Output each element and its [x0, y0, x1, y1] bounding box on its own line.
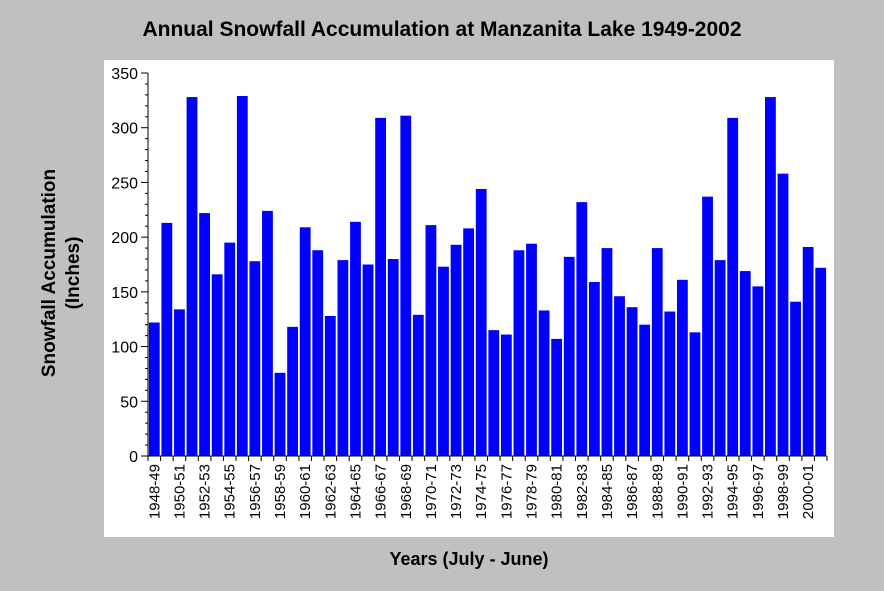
bar [312, 250, 324, 456]
bar [287, 326, 298, 456]
bar [350, 221, 361, 456]
x-tick-label: 1954-55 [222, 464, 239, 519]
bar [714, 260, 726, 456]
y-axis-label-line-2: (Inches) [63, 236, 84, 310]
bar [174, 309, 185, 456]
x-tick-label: 1950-51 [171, 464, 188, 519]
x-tick-label: 1956-57 [247, 464, 264, 519]
y-tick-label: 0 [129, 449, 138, 466]
bar [463, 228, 475, 456]
bar [815, 267, 827, 456]
x-tick-label: 1974-75 [473, 464, 490, 519]
x-tick-label: 1970-71 [423, 464, 440, 519]
bar [727, 117, 739, 457]
bar [576, 202, 588, 456]
x-tick-label: 1960-61 [297, 464, 314, 519]
x-tick-label: 1982-83 [574, 464, 591, 519]
x-tick-label: 1958-59 [272, 464, 289, 519]
y-tick-label: 100 [111, 340, 138, 357]
y-tick-label: 150 [111, 285, 138, 302]
x-tick-label: 1962-63 [322, 464, 339, 519]
y-tick-label: 300 [111, 121, 138, 138]
x-tick-label: 1998-99 [775, 464, 792, 519]
bar [412, 314, 424, 456]
bar [425, 225, 437, 456]
x-tick-label: 1968-69 [398, 464, 415, 519]
bar [211, 274, 223, 456]
bar [551, 338, 563, 456]
bar [337, 260, 349, 456]
y-axis-label-line-1: Snowfall Accumulation [39, 168, 60, 378]
bar [161, 222, 173, 456]
bar [387, 259, 399, 456]
y-tick-label: 200 [111, 230, 138, 247]
bar [249, 261, 261, 456]
bar [299, 227, 311, 456]
bar [802, 246, 814, 456]
x-tick-label: 1948-49 [146, 464, 163, 519]
bar [513, 250, 525, 456]
chart-title: Annual Snowfall Accumulation at Manzanit… [142, 18, 742, 41]
bar [626, 307, 638, 456]
bar [790, 301, 801, 456]
bar [148, 322, 160, 456]
x-tick-label: 1964-65 [347, 464, 364, 519]
bar [324, 315, 336, 456]
x-tick-label: 1972-73 [448, 464, 465, 519]
bar [639, 324, 651, 456]
bar [488, 330, 500, 456]
bar [538, 310, 550, 456]
x-tick-label: 1978-79 [524, 464, 541, 519]
bar [236, 95, 248, 456]
bar [500, 334, 512, 456]
y-axis-label: Snowfall Accumulation (Inches) [38, 169, 86, 377]
bar [526, 243, 537, 456]
bar [601, 248, 613, 456]
bar [689, 332, 701, 456]
x-tick-label: 1980-81 [549, 464, 566, 519]
bar [262, 210, 273, 456]
x-tick-label: 1988-89 [649, 464, 666, 519]
bar [676, 279, 688, 456]
x-tick-label: 1992-93 [700, 464, 717, 519]
bar [224, 242, 236, 456]
bar [739, 271, 751, 456]
x-tick-label: 1994-95 [725, 464, 742, 519]
bar [777, 173, 789, 457]
bar [362, 264, 374, 456]
x-tick-label: 2000-01 [800, 464, 817, 519]
x-tick-label: 1984-85 [599, 464, 616, 519]
bar [475, 188, 487, 457]
bar [614, 296, 625, 456]
bar [375, 117, 387, 457]
bar [274, 372, 286, 456]
x-axis-label: Years (July - June) [389, 549, 549, 569]
y-tick-label: 50 [120, 394, 138, 411]
bar [186, 97, 198, 456]
bar [752, 286, 764, 456]
bar [199, 213, 210, 456]
y-tick-label: 350 [111, 66, 138, 83]
bar [563, 256, 575, 456]
x-tick-label: 1990-91 [674, 464, 691, 519]
bar [664, 311, 676, 456]
bar [450, 244, 462, 456]
x-tick-label: 1976-77 [498, 464, 515, 519]
bar [588, 282, 600, 456]
bar [765, 97, 776, 456]
x-tick-label: 1966-67 [373, 464, 390, 519]
bar [702, 196, 713, 456]
x-tick-label: 1952-53 [197, 464, 214, 519]
y-tick-label: 250 [111, 175, 138, 192]
bar [400, 115, 412, 457]
bar [651, 248, 663, 456]
bar [438, 266, 449, 456]
x-tick-label: 1986-87 [624, 464, 641, 519]
x-tick-label: 1996-97 [750, 464, 767, 519]
